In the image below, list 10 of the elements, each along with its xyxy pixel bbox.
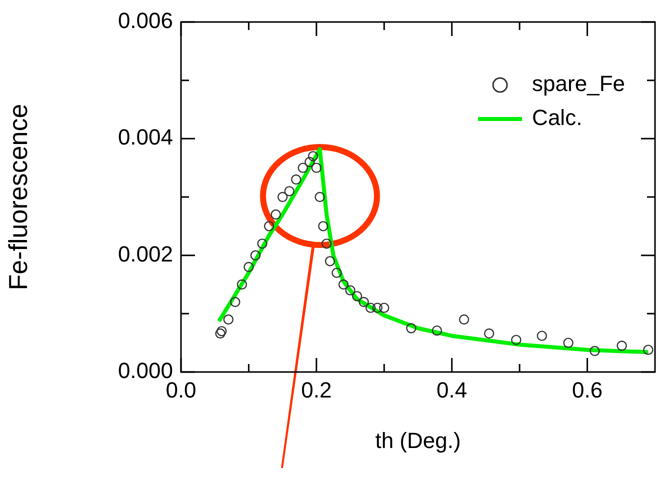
y-tick-label: 0.004: [118, 124, 173, 150]
y-axis-title: Fe-fluorescence: [2, 104, 33, 290]
x-tick-label: 0.2: [301, 377, 332, 402]
y-tick-label: 0.002: [118, 241, 173, 266]
legend-label: spare_Fe: [532, 71, 626, 96]
x-tick-label: 0.6: [572, 377, 603, 402]
x-axis-title: th (Deg.): [375, 428, 461, 453]
y-tick-label: 0.006: [118, 8, 173, 34]
x-tick-label: 0.4: [436, 377, 468, 402]
legend-label: Calc.: [532, 105, 582, 130]
